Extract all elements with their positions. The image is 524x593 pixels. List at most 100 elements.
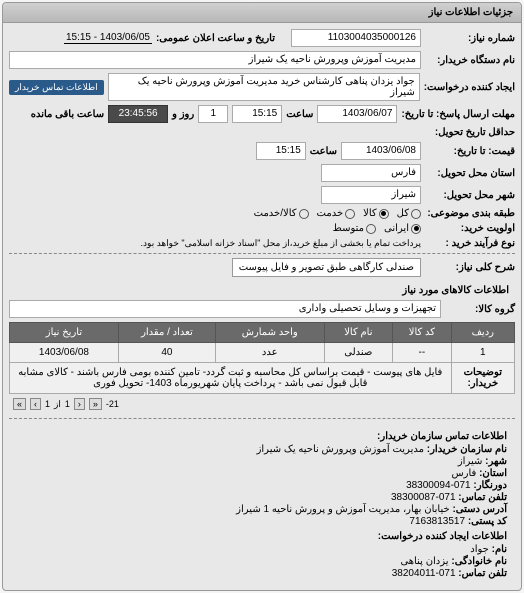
row-min-delivery: حداقل تاریخ تحویل:	[9, 127, 515, 138]
buyer-org-field: مدیریت آموزش وپرورش ناحیه یک شیراز	[9, 51, 421, 69]
pager-total: 1	[45, 399, 50, 409]
need-no-field: 1103004035000126	[291, 29, 421, 47]
table-desc-row: توضیحات خریدار: فایل های پیوست - قیمت بر…	[10, 363, 515, 394]
prio-iranian-label: ایرانی	[384, 223, 409, 234]
page-size: 21-	[106, 399, 119, 409]
radio-circle-icon	[411, 209, 421, 219]
price-until-label: قیمت: تا تاریخ:	[425, 146, 515, 157]
radio-medium[interactable]: متوسط	[333, 223, 376, 234]
prio-medium-label: متوسط	[333, 223, 364, 234]
radio-circle-icon	[345, 209, 355, 219]
pager-of: از	[54, 399, 61, 410]
row-category: طبقه بندی موضوعی: کل کالا خدمت کالا/خدمت	[9, 208, 515, 219]
td-qty: 40	[118, 343, 215, 363]
priority-label: اولویت خرید:	[425, 223, 515, 234]
radio-iranian[interactable]: ایرانی	[384, 223, 421, 234]
category-radio-group: کل کالا خدمت کالا/خدمت	[254, 208, 421, 219]
detail-panel: جزئیات اطلاعات نیاز شماره نیاز: 11030040…	[2, 2, 522, 591]
delivery-province-field: فارس	[321, 164, 421, 182]
creator-field: جواد یزدان پناهی کارشناس خرید مدیریت آمو…	[108, 73, 420, 101]
price-until-time-field: 15:15	[256, 142, 306, 160]
pager-first[interactable]: «	[89, 398, 102, 410]
contact-province: استان: فارس	[17, 468, 507, 479]
buyer-contact-button[interactable]: اطلاعات تماس خریدار	[9, 80, 104, 95]
general-desc-field: صندلی کارگاهی طبق تصویر و فایل پیوست	[232, 258, 421, 277]
th-unit: واحد شمارش	[215, 323, 324, 343]
row-deadline: مهلت ارسال پاسخ: تا تاریخ: 1403/06/07 سا…	[9, 105, 515, 123]
buyer-desc-cell: فایل های پیوست - قیمت براساس کل محاسبه و…	[10, 363, 452, 394]
radio-goods-service[interactable]: کالا/خدمت	[254, 208, 309, 219]
price-until-date-field: 1403/06/08	[341, 142, 421, 160]
countdown-field: 23:45:56	[108, 105, 168, 123]
public-date-field: 1403/06/05 - 15:15	[64, 32, 152, 44]
radio-circle-icon	[411, 224, 421, 234]
category-label: طبقه بندی موضوعی:	[425, 208, 515, 219]
row-general-desc: شرح کلی نیاز: صندلی کارگاهی طبق تصویر و …	[9, 258, 515, 277]
goods-group-label: گروه کالا:	[445, 304, 515, 315]
panel-title: جزئیات اطلاعات نیاز	[3, 3, 521, 23]
td-date: 1403/06/08	[10, 343, 119, 363]
radio-circle-icon	[379, 209, 389, 219]
public-date-label: تاریخ و ساعت اعلان عمومی:	[156, 33, 275, 44]
contact-title-1: اطلاعات تماس سازمان خریدار:	[17, 431, 507, 442]
creator-label: ایجاد کننده درخواست:	[424, 82, 515, 93]
contact-surname: نام خانوادگی: یزدان پناهی	[17, 556, 507, 567]
table-header-row: ردیف کد کالا نام کالا واحد شمارش تعداد /…	[10, 323, 515, 343]
general-desc-label: شرح کلی نیاز:	[425, 262, 515, 273]
radio-goods[interactable]: کالا	[363, 208, 389, 219]
contact-section: اطلاعات تماس سازمان خریدار: نام سازمان خ…	[9, 423, 515, 584]
td-row: 1	[451, 343, 514, 363]
delivery-province-label: استان محل تحویل:	[425, 168, 515, 179]
priority-radio-group: ایرانی متوسط	[333, 223, 421, 234]
contact-title-2: اطلاعات ایجاد کننده درخواست:	[17, 531, 507, 542]
row-process: نوع فرآیند خرید : پرداخت تمام یا بخشی از…	[9, 238, 515, 249]
contact-city: شهر: شیراز	[17, 456, 507, 467]
contact-phone2: تلفن تماس: 071-38204011	[17, 568, 507, 579]
th-qty: تعداد / مقدار	[118, 323, 215, 343]
time-label-2: ساعت	[310, 146, 337, 157]
row-priority: اولویت خرید: ایرانی متوسط	[9, 223, 515, 234]
process-note: پرداخت تمام یا بخشی از مبلغ خرید،از محل …	[141, 238, 421, 249]
time-label-1: ساعت	[286, 109, 313, 120]
td-name: صندلی	[324, 343, 393, 363]
row-delivery-city: شهر محل تحویل: شیراز	[9, 186, 515, 204]
pager-page: 1	[65, 399, 70, 409]
days-label: روز و	[172, 109, 194, 120]
contact-fax: دورنگار: 071-38300094	[17, 480, 507, 491]
row-creator: ایجاد کننده درخواست: جواد یزدان پناهی کا…	[9, 73, 515, 101]
pager-prev[interactable]: ‹	[74, 398, 85, 410]
row-price-until: قیمت: تا تاریخ: 1403/06/08 ساعت 15:15	[9, 142, 515, 160]
deadline-label: مهلت ارسال پاسخ: تا تاریخ:	[401, 109, 515, 120]
th-name: نام کالا	[324, 323, 393, 343]
remain-label: ساعت باقی مانده	[31, 109, 104, 120]
pager: 21- « ‹ 1 از 1 › »	[9, 394, 515, 414]
divider	[9, 418, 515, 419]
th-row: ردیف	[451, 323, 514, 343]
delivery-city-field: شیراز	[321, 186, 421, 204]
panel-body: شماره نیاز: 1103004035000126 تاریخ و ساع…	[3, 23, 521, 590]
contact-address: آدرس دستی: خیابان بهار، مدیریت آموزش و پ…	[17, 504, 507, 515]
pager-next[interactable]: ›	[30, 398, 41, 410]
days-left-field: 1	[198, 105, 228, 123]
radio-all[interactable]: کل	[397, 208, 421, 219]
cat-goods-label: کالا	[363, 208, 377, 219]
radio-service[interactable]: خدمت	[317, 208, 356, 219]
table-row: 1 -- صندلی عدد 40 1403/06/08	[10, 343, 515, 363]
radio-circle-icon	[366, 224, 376, 234]
cat-all-label: کل	[397, 208, 409, 219]
row-buyer-org: نام دستگاه خریدار: مدیریت آموزش وپرورش ن…	[9, 51, 515, 69]
radio-circle-icon	[299, 209, 309, 219]
pager-last[interactable]: »	[13, 398, 26, 410]
min-delivery-label: حداقل تاریخ تحویل:	[425, 127, 515, 138]
divider	[9, 253, 515, 254]
contact-name: نام: جواد	[17, 544, 507, 555]
goods-group-field: تجهیزات و وسایل تحصیلی واداری	[9, 300, 441, 318]
buyer-org-label: نام دستگاه خریدار:	[425, 55, 515, 66]
process-label: نوع فرآیند خرید :	[425, 238, 515, 249]
items-table: ردیف کد کالا نام کالا واحد شمارش تعداد /…	[9, 322, 515, 394]
delivery-city-label: شهر محل تحویل:	[425, 190, 515, 201]
deadline-time-field: 15:15	[232, 105, 282, 123]
th-code: کد کالا	[393, 323, 451, 343]
items-section-title: اطلاعات کالاهای مورد نیاز	[11, 283, 513, 298]
row-delivery-province: استان محل تحویل: فارس	[9, 164, 515, 182]
